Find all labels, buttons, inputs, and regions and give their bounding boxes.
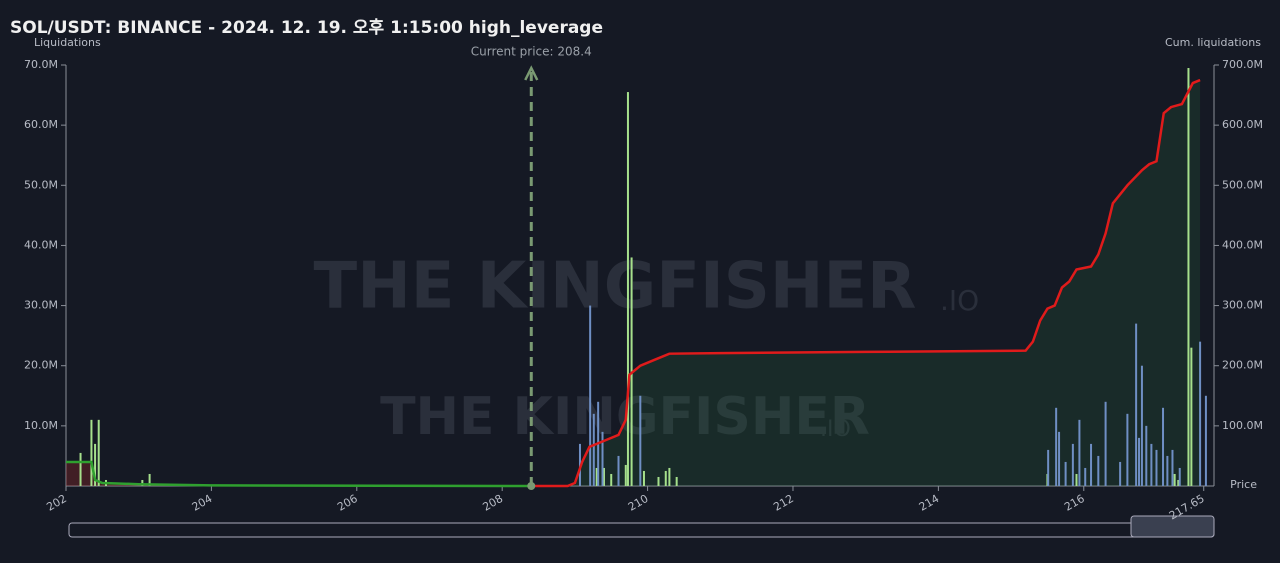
cum-area bbox=[531, 80, 1201, 487]
bar bbox=[1150, 443, 1153, 486]
watermark-suffix: .IO bbox=[940, 284, 979, 317]
y-tick-label: 10.0M bbox=[24, 419, 58, 432]
current-price-label: Current price: 208.4 bbox=[471, 45, 592, 59]
bar bbox=[1047, 449, 1050, 486]
bar bbox=[1155, 449, 1158, 486]
y2-tick-label: 100.0M bbox=[1222, 419, 1263, 432]
y2-tick-label: 400.0M bbox=[1222, 238, 1263, 251]
bar bbox=[642, 470, 645, 486]
bar bbox=[1190, 347, 1193, 486]
bar bbox=[90, 419, 93, 486]
bar bbox=[1178, 467, 1181, 486]
y2-tick-label: 600.0M bbox=[1222, 118, 1263, 131]
bar bbox=[1162, 407, 1165, 486]
bar bbox=[610, 473, 613, 486]
bar bbox=[1055, 407, 1058, 486]
bar bbox=[1204, 395, 1207, 486]
y2-axis-title: Cum. liquidations bbox=[1165, 36, 1261, 49]
watermark-suffix: .IO bbox=[820, 417, 851, 442]
bar bbox=[639, 395, 642, 486]
scrollbar-handle[interactable] bbox=[1130, 515, 1215, 538]
cum-line bbox=[531, 78, 1201, 488]
bar bbox=[94, 443, 97, 486]
bar bbox=[1097, 455, 1100, 486]
bar bbox=[148, 473, 151, 486]
bar bbox=[1078, 419, 1081, 486]
y-tick-label: 70.0M bbox=[24, 58, 58, 71]
bar bbox=[626, 92, 629, 487]
bar bbox=[1090, 443, 1093, 486]
bar bbox=[1166, 455, 1169, 486]
bar bbox=[1126, 413, 1129, 486]
scrollbar[interactable] bbox=[68, 515, 1215, 538]
cum-line bbox=[66, 460, 532, 488]
bar bbox=[595, 467, 598, 486]
bar bbox=[1119, 461, 1122, 486]
bar bbox=[97, 419, 100, 486]
chart-title: SOL/USDT: BINANCE - 2024. 12. 19. 오후 1:1… bbox=[10, 17, 603, 38]
current-price-arrow bbox=[524, 65, 539, 81]
bar bbox=[617, 455, 620, 486]
bar bbox=[141, 479, 144, 486]
bar bbox=[1084, 467, 1087, 486]
bar bbox=[1064, 461, 1067, 486]
x-axis-title: Price bbox=[1230, 478, 1257, 491]
bar bbox=[1135, 323, 1138, 486]
bar bbox=[1104, 401, 1107, 486]
y2-tick-label: 700.0M bbox=[1222, 58, 1263, 71]
bar bbox=[1140, 365, 1143, 486]
bar bbox=[602, 467, 605, 486]
bar bbox=[1071, 443, 1074, 486]
y-tick-label: 30.0M bbox=[24, 299, 58, 312]
watermark: THE KINGFISHER bbox=[314, 250, 917, 324]
bar bbox=[624, 464, 627, 486]
bar bbox=[1199, 341, 1202, 486]
bar bbox=[1177, 479, 1180, 486]
y-tick-label: 60.0M bbox=[24, 118, 58, 131]
y2-tick-label: 200.0M bbox=[1222, 359, 1263, 372]
bar bbox=[675, 476, 678, 486]
y2-tick-label: 300.0M bbox=[1222, 299, 1263, 312]
bar bbox=[1171, 449, 1174, 486]
bar bbox=[592, 413, 595, 486]
current-price-dot bbox=[527, 482, 536, 490]
bar bbox=[1138, 437, 1141, 486]
bar bbox=[668, 467, 671, 486]
bar bbox=[79, 452, 82, 486]
bar bbox=[1058, 431, 1061, 486]
y-tick-label: 50.0M bbox=[24, 178, 58, 191]
bar bbox=[1075, 473, 1078, 486]
bar bbox=[664, 470, 667, 486]
y2-tick-label: 500.0M bbox=[1222, 178, 1263, 191]
bar bbox=[1173, 473, 1176, 486]
y-tick-label: 40.0M bbox=[24, 238, 58, 251]
y-axis-title: Liquidations bbox=[34, 36, 101, 49]
y-tick-label: 20.0M bbox=[24, 359, 58, 372]
bar bbox=[1187, 68, 1190, 486]
bar bbox=[657, 476, 660, 486]
bar bbox=[601, 431, 604, 486]
bar bbox=[589, 305, 592, 486]
bar bbox=[1145, 425, 1148, 486]
